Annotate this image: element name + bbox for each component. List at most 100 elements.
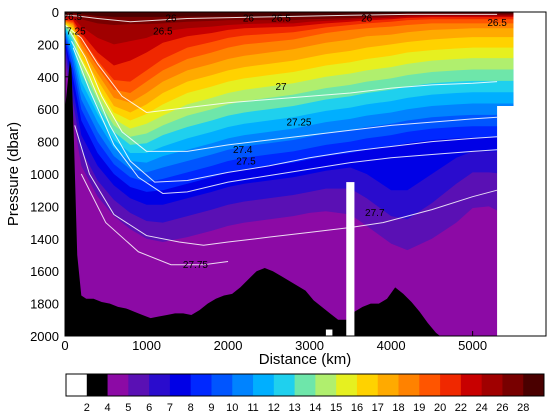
- band-28: [65, 12, 514, 17]
- colorbar-swatch: [232, 374, 254, 396]
- colorbar-swatch: [523, 374, 545, 396]
- colorbar-frame: [65, 373, 545, 397]
- y-tick-label: 600: [37, 102, 59, 117]
- colorbar-swatch: [107, 374, 129, 396]
- colorbar-tick-label: 2: [84, 402, 90, 414]
- colorbar-swatch: [253, 374, 275, 396]
- contour-label: 27.25: [286, 117, 311, 128]
- colorbar-swatch: [190, 374, 212, 396]
- no-data-gap: [325, 329, 333, 336]
- x-axis: 0 1000 2000 3000 4000 5000: [61, 331, 487, 353]
- colorbar-swatch: [419, 374, 441, 396]
- y-axis: 0 200 400 600 800 1000 1200 1400 1600 1800 2000: [30, 5, 70, 344]
- colorbar-swatch: [294, 374, 316, 396]
- y-tick-label: 400: [37, 70, 59, 85]
- colorbar-tick-label: 24: [476, 402, 488, 414]
- y-axis-label: Pressure (dbar): [5, 122, 22, 226]
- colorbar-tick-label: 7: [167, 402, 173, 414]
- isopycnal-27.25: [69, 31, 498, 152]
- colorbar-swatch: [398, 374, 420, 396]
- colorbar-tick-label: 18: [392, 402, 404, 414]
- colorbar-swatch: [502, 374, 524, 396]
- isopycnal-27.4: [71, 40, 498, 183]
- colorbar-swatch: [481, 374, 503, 396]
- contour-label: 26.5: [487, 18, 507, 29]
- colorbar-tick-label: 11: [247, 402, 258, 414]
- contour-label: 26: [165, 14, 177, 25]
- isopycnal-27: [65, 24, 498, 113]
- colour-bands: [65, 12, 514, 336]
- colorbar-swatch: [315, 374, 337, 396]
- contour-label: 26.5: [63, 12, 83, 23]
- colorbar-swatch: [356, 374, 379, 396]
- colorbar-tick-label: 6: [146, 402, 152, 414]
- y-tick-label: 200: [37, 37, 59, 52]
- contour-label: 26.5: [271, 14, 291, 25]
- contour-label: 27.4: [233, 145, 253, 156]
- colorbar-swatch: [128, 374, 150, 396]
- contour-label: 26.5: [153, 27, 173, 38]
- colorbar-tick-label: 16: [351, 402, 363, 414]
- colorbar-swatch: [86, 374, 109, 396]
- colorbar: 2 4 5 6 7 8 9 10 11 12 13 14 15 16 17 18 19 20 22 24 26 28: [65, 373, 545, 414]
- contour-label: 27.75: [183, 260, 208, 271]
- colorbar-tick-label: 10: [226, 402, 238, 414]
- seafloor-bathymetry: [65, 60, 441, 336]
- y-tick-label: 1600: [30, 264, 59, 279]
- x-tick-label: 2000: [214, 338, 243, 353]
- isopycnal-26.5: [65, 13, 498, 23]
- x-tick-label: 5000: [458, 338, 487, 353]
- y-tick-label: 0: [52, 5, 59, 20]
- colorbar-tick-label: 15: [330, 402, 342, 414]
- x-tick-label: 4000: [377, 338, 406, 353]
- isopycnal-27.7: [74, 125, 498, 246]
- y-tick-label: 1200: [30, 199, 59, 214]
- y-tick-label: 1400: [30, 232, 59, 247]
- y-tick-label: 800: [37, 135, 59, 150]
- contour-label: 27.7: [365, 208, 385, 219]
- colorbar-tick-label: 4: [105, 402, 111, 414]
- x-axis-label: Distance (km): [259, 351, 352, 368]
- contour-label: 26: [243, 14, 255, 25]
- colorbar-under: [66, 374, 87, 396]
- x-tick-label: 0: [61, 338, 68, 353]
- x-tick-label: 1000: [132, 338, 161, 353]
- colorbar-swatch: [336, 374, 358, 396]
- colorbar-swatch: [149, 374, 171, 396]
- colorbar-swatch: [377, 374, 400, 396]
- x-tick-label: 3000: [295, 338, 324, 353]
- colorbar-tick-label: 5: [125, 402, 131, 414]
- colorbar-tick-label: 19: [413, 402, 425, 414]
- no-data-gap: [346, 182, 355, 336]
- no-data-right: [497, 12, 546, 336]
- colorbar-swatch: [211, 374, 233, 396]
- colorbar-tick-label: 13: [288, 402, 300, 414]
- y-tick-label: 1800: [30, 297, 59, 312]
- colorbar-swatch: [273, 374, 296, 396]
- isopycnal-27.75: [80, 173, 229, 266]
- colorbar-swatch: [169, 374, 192, 396]
- colorbar-tick-label: 28: [517, 402, 529, 414]
- isopycnal-27.5: [72, 47, 498, 194]
- colorbar-tick-label: 12: [268, 402, 280, 414]
- colorbar-tick-label: 20: [434, 402, 446, 414]
- contour-label: 27.25: [61, 27, 86, 38]
- colorbar-tick-label: 17: [372, 402, 384, 414]
- contour-label: 26: [361, 14, 373, 25]
- colorbar-tick-label: 8: [188, 402, 194, 414]
- colorbar-swatch: [440, 374, 462, 396]
- colorbar-tick-label: 9: [208, 402, 214, 414]
- contour-label: 27: [275, 82, 287, 93]
- y-tick-label: 1000: [30, 167, 59, 182]
- seafloor: [65, 60, 441, 336]
- no-data-mask: [325, 12, 546, 336]
- isopycnal-contours: [65, 13, 498, 266]
- contour-label: 27.5: [236, 156, 256, 167]
- y-tick-label: 2000: [30, 329, 59, 344]
- colorbar-tick-label: 26: [496, 402, 508, 414]
- colorbar-swatch: [460, 374, 483, 396]
- colorbar-tick-label: 22: [455, 402, 467, 414]
- colorbar-tick-label: 14: [309, 402, 321, 414]
